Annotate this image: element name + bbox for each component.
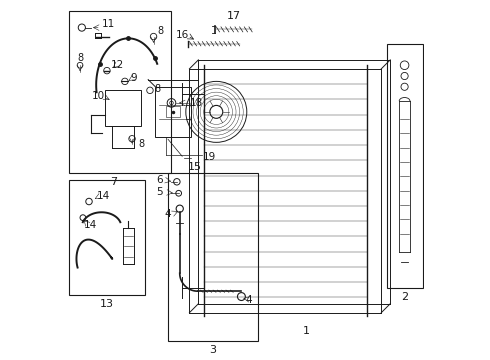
Text: 6: 6 xyxy=(156,175,163,185)
Text: 9: 9 xyxy=(130,73,137,83)
Text: 19: 19 xyxy=(202,152,216,162)
Text: 5: 5 xyxy=(156,187,163,197)
Text: 4: 4 xyxy=(245,295,252,305)
Text: 16: 16 xyxy=(175,30,189,40)
Text: 13: 13 xyxy=(100,299,114,309)
Text: 2: 2 xyxy=(401,292,408,302)
Text: 12: 12 xyxy=(111,60,124,70)
Text: 17: 17 xyxy=(227,11,241,21)
Text: 8: 8 xyxy=(158,26,164,36)
Text: 18: 18 xyxy=(190,98,203,108)
Text: 8: 8 xyxy=(77,53,83,63)
Text: 7: 7 xyxy=(110,177,117,187)
Text: 3: 3 xyxy=(209,345,216,355)
Text: 8: 8 xyxy=(138,139,144,149)
Text: 10: 10 xyxy=(92,91,104,101)
Text: 14: 14 xyxy=(83,220,97,230)
Text: 14: 14 xyxy=(97,191,110,201)
Text: 4: 4 xyxy=(165,209,172,219)
Text: 1: 1 xyxy=(302,325,310,336)
Text: 15: 15 xyxy=(188,162,202,172)
Text: 8: 8 xyxy=(154,84,160,94)
Text: 11: 11 xyxy=(102,19,115,29)
